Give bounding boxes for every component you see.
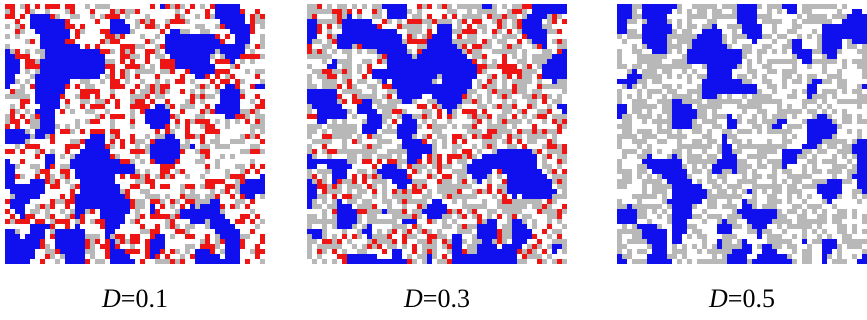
caption-variable: D xyxy=(709,284,728,313)
caption-variable: D xyxy=(102,284,121,313)
caption-2: D=0.3 xyxy=(307,284,567,314)
lattice-grid xyxy=(307,4,567,264)
caption-equals: = xyxy=(120,284,136,313)
caption-value: 0.1 xyxy=(135,284,168,313)
caption-value: 0.3 xyxy=(437,284,470,313)
caption-value: 0.5 xyxy=(742,284,775,313)
lattice-panel-1 xyxy=(5,4,265,264)
caption-equals: = xyxy=(422,284,438,313)
lattice-panel-3 xyxy=(617,4,867,264)
lattice-grid xyxy=(5,4,265,264)
lattice-grid xyxy=(617,4,867,264)
caption-3: D=0.5 xyxy=(612,284,867,314)
caption-1: D=0.1 xyxy=(5,284,265,314)
caption-equals: = xyxy=(727,284,743,313)
lattice-panel-2 xyxy=(307,4,567,264)
caption-variable: D xyxy=(404,284,423,313)
